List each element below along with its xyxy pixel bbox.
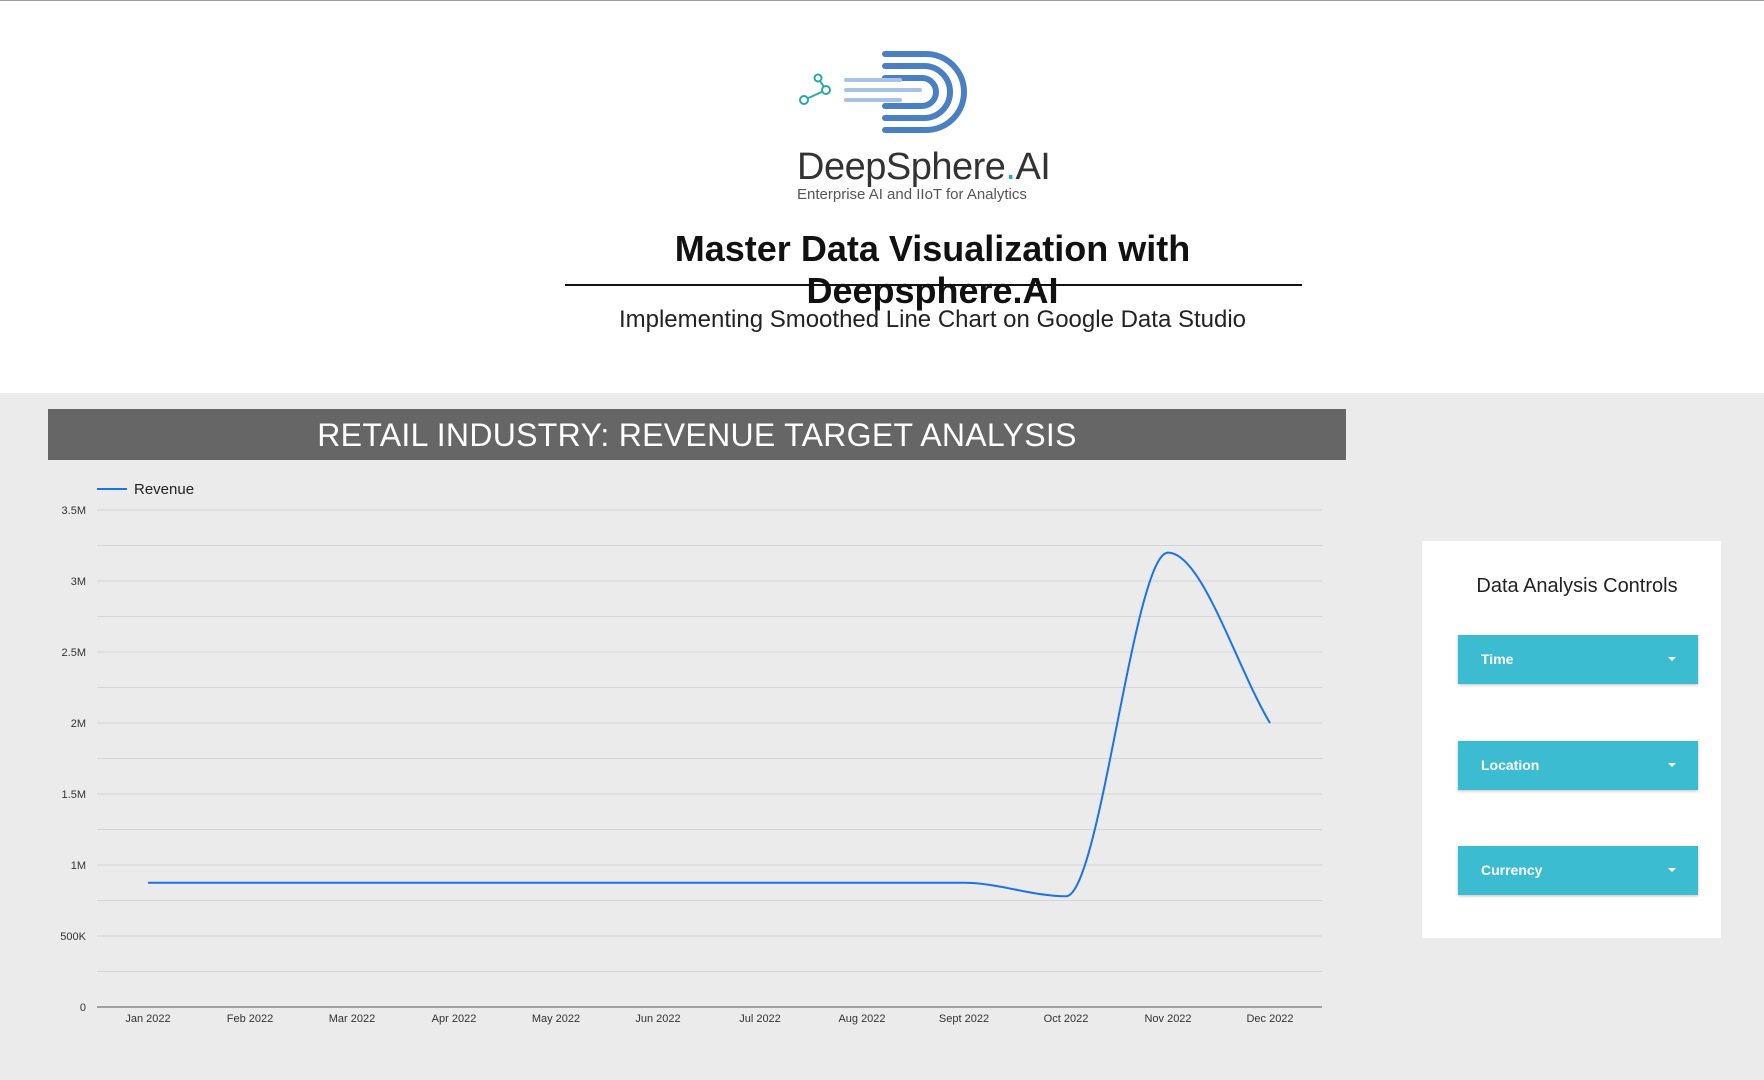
x-tick-label: Apr 2022 <box>432 1013 477 1025</box>
x-tick-label: Oct 2022 <box>1044 1013 1089 1025</box>
x-tick-label: Jan 2022 <box>125 1013 170 1025</box>
top-border <box>0 0 1764 1</box>
y-tick-label: 1.5M <box>62 789 86 801</box>
chevron-down-icon <box>1668 868 1676 872</box>
chart-legend: Revenue <box>97 481 194 498</box>
page-title: Master Data Visualization with Deepspher… <box>674 228 1191 311</box>
x-tick-label: Sept 2022 <box>939 1013 989 1025</box>
y-tick-label: 2.5M <box>62 647 86 659</box>
legend-label: Revenue <box>134 481 194 498</box>
y-tick-label: 3M <box>71 576 86 588</box>
title-underline <box>565 284 1302 286</box>
chart-title-banner: RETAIL INDUSTRY: REVENUE TARGET ANALYSIS <box>48 409 1346 460</box>
y-tick-label: 3.5M <box>62 505 86 517</box>
currency-filter-dropdown[interactable]: Currency <box>1458 846 1698 895</box>
y-tick-label: 500K <box>60 931 86 943</box>
location-filter-label: Location <box>1481 757 1540 773</box>
page-subtitle: Implementing Smoothed Line Chart on Goog… <box>618 306 1247 333</box>
x-tick-label: Feb 2022 <box>227 1013 273 1025</box>
chevron-down-icon <box>1668 763 1676 767</box>
logo-wordmark: DeepSphere.AI <box>797 146 1051 188</box>
deepsphere-logo-icon <box>799 51 967 133</box>
time-filter-dropdown[interactable]: Time <box>1458 635 1698 684</box>
x-tick-label: Nov 2022 <box>1144 1013 1191 1025</box>
y-tick-label: 2M <box>71 718 86 730</box>
chart-gridlines <box>97 509 1322 972</box>
time-filter-label: Time <box>1481 651 1514 667</box>
x-tick-label: Aug 2022 <box>838 1013 885 1025</box>
revenue-line-chart: 0 500K 1M 1.5M 2M 2.5M 3M 3.5M Jan 2022 Feb 2022 M… <box>60 481 1322 1025</box>
controls-title: Data Analysis Controls <box>1476 575 1678 597</box>
currency-filter-label: Currency <box>1481 862 1543 878</box>
x-tick-label: May 2022 <box>532 1013 580 1025</box>
x-tick-label: Mar 2022 <box>329 1013 375 1025</box>
y-tick-label: 0 <box>80 1002 86 1014</box>
data-analysis-controls-panel: Data Analysis Controls Time Location Cur… <box>1422 541 1721 938</box>
revenue-series-line <box>148 551 1271 898</box>
x-tick-label: Jul 2022 <box>739 1013 781 1025</box>
x-tick-label: Jun 2022 <box>635 1013 680 1025</box>
x-tick-label: Dec 2022 <box>1246 1013 1293 1025</box>
report-header <box>0 1 1764 393</box>
chevron-down-icon <box>1668 657 1676 661</box>
chart-title: RETAIL INDUSTRY: REVENUE TARGET ANALYSIS <box>317 417 1077 453</box>
y-tick-label: 1M <box>71 860 86 872</box>
logo-tagline: Enterprise AI and IIoT for Analytics <box>797 186 1027 203</box>
chart-series <box>148 551 1271 898</box>
chart-axes: 0 500K 1M 1.5M 2M 2.5M 3M 3.5M Jan 2022 Feb 2022 M… <box>60 505 1322 1025</box>
location-filter-dropdown[interactable]: Location <box>1458 741 1698 790</box>
